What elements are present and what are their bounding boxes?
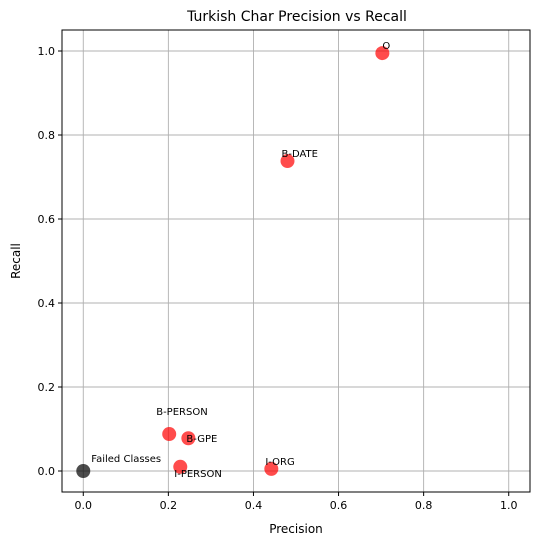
x-tick-label: 0.0 bbox=[75, 499, 93, 512]
x-tick-label: 0.8 bbox=[415, 499, 433, 512]
x-axis-label: Precision bbox=[269, 522, 323, 536]
y-tick-label: 0.2 bbox=[38, 381, 56, 394]
data-point bbox=[280, 154, 295, 169]
point-label: O bbox=[382, 41, 390, 52]
data-point bbox=[162, 427, 177, 442]
chart-title: Turkish Char Precision vs Recall bbox=[186, 9, 407, 25]
point-label: I-PERSON bbox=[174, 469, 222, 480]
data-points bbox=[76, 46, 390, 478]
data-point bbox=[375, 46, 390, 61]
point-label: Failed Classes bbox=[91, 454, 161, 465]
point-labels: O B-DATE B-PERSON B-GPE I-PERSON I-ORG Failed … bbox=[91, 41, 390, 480]
plot-frame bbox=[61, 29, 531, 493]
y-tick-label: 1.0 bbox=[38, 45, 56, 58]
data-point bbox=[181, 431, 196, 446]
x-tick-label: 0.4 bbox=[245, 499, 263, 512]
y-axis-label: Recall bbox=[9, 243, 23, 279]
point-label: I-ORG bbox=[265, 457, 294, 468]
x-tick-label: 1.0 bbox=[500, 499, 518, 512]
x-tick-label: 0.2 bbox=[160, 499, 178, 512]
point-label: B-PERSON bbox=[156, 407, 207, 418]
y-tick-label: 0.8 bbox=[38, 129, 56, 142]
y-tick-label: 0.6 bbox=[38, 213, 56, 226]
point-label: B-GPE bbox=[186, 434, 217, 445]
y-tick-label: 0.0 bbox=[38, 465, 56, 478]
y-tick-label: 0.4 bbox=[38, 297, 56, 310]
data-point bbox=[173, 459, 188, 474]
x-tick-label: 0.6 bbox=[330, 499, 348, 512]
grid-lines bbox=[62, 30, 530, 492]
failed-point bbox=[76, 464, 91, 478]
axis-ticks: 0.0 0.2 0.4 0.6 0.8 1.0 0.0 0.2 0.4 0.6 0.8 1.0 bbox=[38, 45, 518, 512]
point-label: B-DATE bbox=[281, 149, 317, 160]
data-point bbox=[264, 461, 279, 476]
